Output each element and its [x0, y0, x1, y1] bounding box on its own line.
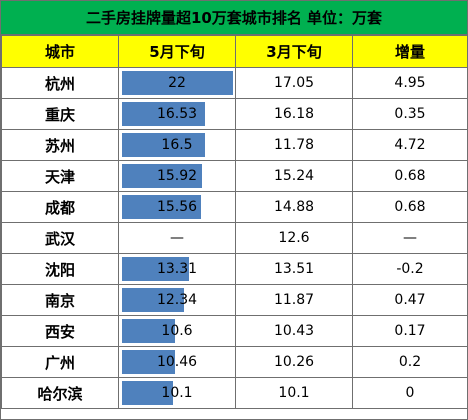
may-data-bar	[122, 257, 189, 281]
may-value-cell: 13.31	[118, 253, 236, 285]
may-value-cell: 10.6	[118, 315, 236, 347]
may-data-bar	[122, 102, 205, 126]
may-value-cell: 16.5	[118, 129, 236, 161]
delta-value-cell: 4.95	[352, 67, 468, 99]
may-value-cell: 15.92	[118, 160, 236, 192]
city-cell: 广州	[1, 346, 119, 378]
march-value-cell: 13.51	[235, 253, 353, 285]
may-value-cell: 10.1	[118, 377, 236, 409]
table-row: 天津 15.92 15.24 0.68	[1, 160, 468, 192]
table-row: 西安 10.6 10.43 0.17	[1, 315, 468, 347]
may-value-label: 15.92	[156, 168, 198, 184]
may-data-bar	[122, 133, 205, 157]
march-value-cell: 16.18	[235, 98, 353, 130]
header-delta: 增量	[352, 35, 468, 68]
may-value-cell: 15.56	[118, 191, 236, 223]
may-value-label: 10.46	[156, 354, 198, 370]
march-value-cell: 12.6	[235, 222, 353, 254]
march-value-cell: 10.43	[235, 315, 353, 347]
may-value-label: 10.1	[161, 385, 193, 401]
delta-value-cell: 0.68	[352, 160, 468, 192]
table-title: 二手房挂牌量超10万套城市排名 单位：万套	[1, 1, 467, 35]
may-data-bar	[122, 164, 202, 188]
city-cell: 南京	[1, 284, 119, 316]
march-value-cell: 10.1	[235, 377, 353, 409]
may-value-cell: 16.53	[118, 98, 236, 130]
ranking-table: 城市 5月下旬 3月下旬 增量 杭州 22 17.05 4.95 重庆 16.53 16.1…	[1, 35, 468, 409]
march-value-cell: 14.88	[235, 191, 353, 223]
may-value-cell: 12.34	[118, 284, 236, 316]
table-row: 成都 15.56 14.88 0.68	[1, 191, 468, 223]
table-row: 广州 10.46 10.26 0.2	[1, 346, 468, 378]
header-row: 城市 5月下旬 3月下旬 增量	[1, 35, 468, 68]
may-data-bar	[122, 195, 201, 219]
may-value-label: —	[170, 230, 184, 246]
march-value-cell: 11.87	[235, 284, 353, 316]
may-value-label: 16.53	[156, 106, 198, 122]
table-row: 重庆 16.53 16.18 0.35	[1, 98, 468, 130]
table-row: 哈尔滨 10.1 10.1 0	[1, 377, 468, 409]
delta-value-cell: 0.47	[352, 284, 468, 316]
header-city: 城市	[1, 35, 119, 68]
may-value-cell: 10.46	[118, 346, 236, 378]
city-cell: 重庆	[1, 98, 119, 130]
delta-value-cell: 0.35	[352, 98, 468, 130]
header-march: 3月下旬	[235, 35, 353, 68]
city-cell: 沈阳	[1, 253, 119, 285]
may-value-label: 10.6	[161, 323, 193, 339]
may-value-label: 12.34	[156, 292, 198, 308]
march-value-cell: 10.26	[235, 346, 353, 378]
city-cell: 成都	[1, 191, 119, 223]
may-value-cell: 22	[118, 67, 236, 99]
city-cell: 哈尔滨	[1, 377, 119, 409]
march-value-cell: 15.24	[235, 160, 353, 192]
may-value-label: 22	[168, 75, 186, 91]
city-cell: 杭州	[1, 67, 119, 99]
delta-value-cell: 0.17	[352, 315, 468, 347]
city-cell: 天津	[1, 160, 119, 192]
delta-value-cell: 0.68	[352, 191, 468, 223]
delta-value-cell: 4.72	[352, 129, 468, 161]
table-row: 苏州 16.5 11.78 4.72	[1, 129, 468, 161]
city-cell: 西安	[1, 315, 119, 347]
may-data-bar	[122, 71, 233, 95]
table-row: 杭州 22 17.05 4.95	[1, 67, 468, 99]
delta-value-cell: 0.2	[352, 346, 468, 378]
table-row: 南京 12.34 11.87 0.47	[1, 284, 468, 316]
may-data-bar	[122, 350, 175, 374]
city-cell: 武汉	[1, 222, 119, 254]
may-value-label: 13.31	[156, 261, 198, 277]
delta-value-cell: 0	[352, 377, 468, 409]
march-value-cell: 11.78	[235, 129, 353, 161]
march-value-cell: 17.05	[235, 67, 353, 99]
may-data-bar	[122, 319, 175, 343]
city-cell: 苏州	[1, 129, 119, 161]
table-row: 武汉 —12.6—	[1, 222, 468, 254]
may-data-bar	[122, 381, 173, 405]
may-value-cell: —	[118, 222, 236, 254]
may-data-bar	[122, 288, 184, 312]
may-value-label: 15.56	[156, 199, 198, 215]
may-value-label: 16.5	[161, 137, 193, 153]
header-may: 5月下旬	[118, 35, 236, 68]
table-row: 沈阳 13.31 13.51 -0.2	[1, 253, 468, 285]
delta-value-cell: -0.2	[352, 253, 468, 285]
delta-value-cell: —	[352, 222, 468, 254]
